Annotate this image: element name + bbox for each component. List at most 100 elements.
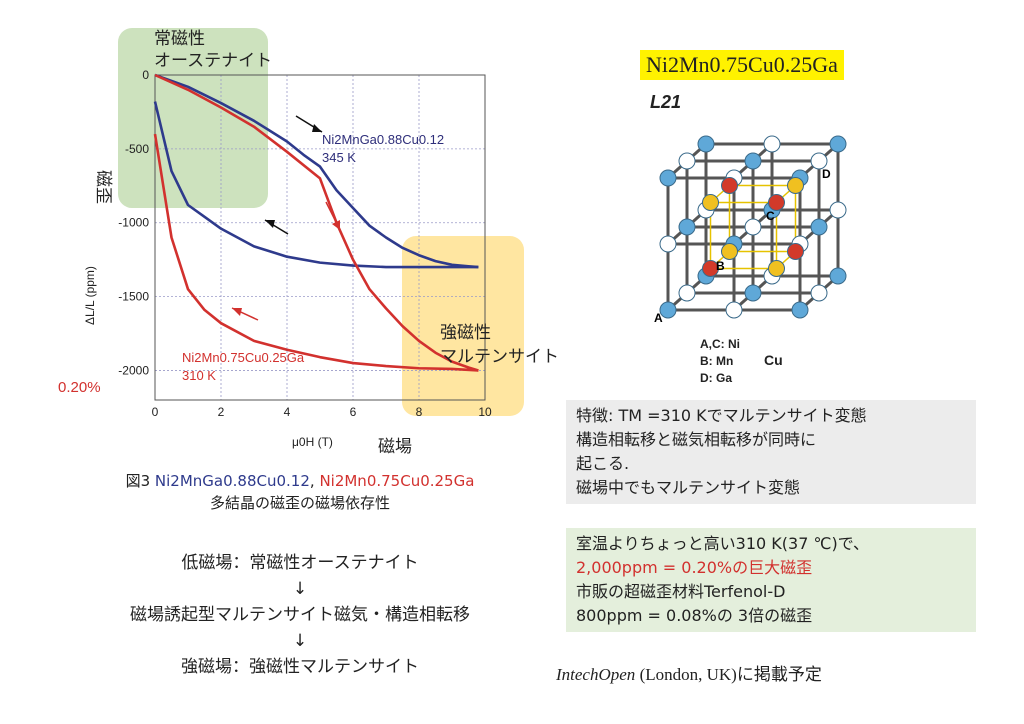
plot-frame bbox=[154, 74, 486, 401]
blue-series-formula: Ni2MnGa0.88Cu0.12 bbox=[322, 132, 444, 147]
y-tick-label: -1500 bbox=[118, 290, 149, 304]
features-line-4: 磁場中でもマルテンサイト変態 bbox=[576, 478, 801, 497]
flow-step-transition: 磁場誘起型マルテンサイト磁気・構造相転移 bbox=[130, 605, 470, 625]
blue-series-temp: 345 K bbox=[322, 150, 356, 165]
ni-atom bbox=[659, 301, 677, 319]
y-tick-label: -500 bbox=[125, 142, 149, 156]
caption-line-2: 多結晶の磁歪の磁場依存性 bbox=[209, 494, 390, 512]
mn-atom bbox=[787, 243, 804, 260]
figure-caption: 図3 Ni2MnGa0.88Cu0.12, Ni2Mn0.75Cu0.25Ga … bbox=[80, 470, 520, 514]
y-jp-label: 磁歪 bbox=[93, 170, 113, 204]
ni-atom bbox=[697, 135, 715, 153]
x-axis-label: μ0H (T) bbox=[292, 435, 333, 449]
ni-atom bbox=[810, 218, 828, 236]
ni-atom-light bbox=[810, 284, 828, 302]
series-line-3 bbox=[153, 133, 479, 372]
magnetostriction-chart: 0 2 4 6 8 10 0 -500 -1000 -1500 -2000 Ni2MnGa0.88C… bbox=[58, 28, 559, 457]
caption-formula-red: Ni2Mn0.75Cu0.25Ga bbox=[319, 472, 475, 490]
flow-arrow-2: ↓ bbox=[292, 631, 308, 651]
x-tick-label: 8 bbox=[416, 405, 423, 419]
x-tick-label: 4 bbox=[284, 405, 291, 419]
highlight-line-1: 室温よりちょっと高い310 K(37 ℃)で、 bbox=[576, 534, 870, 553]
structure-label: L21 bbox=[650, 92, 682, 112]
x-tick-label: 6 bbox=[350, 405, 357, 419]
features-line-3: 起こる. bbox=[576, 454, 630, 473]
ni-atom bbox=[829, 267, 847, 285]
red-series-temp: 310 K bbox=[182, 368, 216, 383]
axes bbox=[154, 74, 486, 401]
ga-atom bbox=[702, 194, 719, 211]
ferromagnetic-region bbox=[402, 236, 524, 416]
caption-formula-blue: Ni2MnGa0.88Cu0.12 bbox=[154, 472, 310, 490]
highlight-line-3: 市販の超磁歪材料Terfenol-D bbox=[576, 582, 786, 601]
publication-name: IntechOpen bbox=[556, 665, 636, 684]
highlight-line-4: 800ppm = 0.08%の 3倍の磁歪 bbox=[576, 606, 813, 625]
direction-arrows bbox=[231, 115, 341, 321]
features-line-1: 特徴: TM =310 Kでマルテンサイト変態 bbox=[576, 406, 867, 425]
x-tick-label: 2 bbox=[218, 405, 225, 419]
tick-labels: 0 2 4 6 8 10 0 -500 -1000 -1500 -2000 bbox=[118, 68, 492, 419]
series-line-2 bbox=[154, 73, 479, 372]
ni-atom-light bbox=[829, 201, 847, 219]
legend-b: B: Mn bbox=[700, 354, 734, 368]
grid bbox=[155, 75, 486, 400]
series bbox=[153, 73, 479, 372]
ni-atom-light bbox=[763, 135, 781, 153]
features-box: 特徴: TM =310 Kでマルテンサイト変態 構造相転移と磁気相転移が同時に … bbox=[566, 400, 976, 504]
mn-atom bbox=[721, 177, 738, 194]
publication-rest: (London, UK)に掲載予定 bbox=[635, 665, 822, 684]
y-axis-label: ΔL/L (ppm) bbox=[83, 266, 97, 325]
y-tick-label: -2000 bbox=[118, 363, 149, 377]
ni-atom bbox=[744, 152, 762, 170]
crystal-structure-diagram: A B C D bbox=[654, 135, 847, 325]
ni-atom-light bbox=[744, 218, 762, 236]
phase-flow: 低磁場：常磁性オーステナイト ↓ 磁場誘起型マルテンサイト磁気・構造相転移 ↓ … bbox=[40, 550, 560, 680]
caption-sep: , bbox=[309, 472, 315, 490]
caption-line-1: 図3 Ni2MnGa0.88Cu0.12, Ni2Mn0.75Cu0.25Ga bbox=[80, 470, 520, 492]
ferromag-label-2: マルテンサイト bbox=[440, 347, 559, 367]
atoms bbox=[659, 135, 847, 319]
x-tick-label: 10 bbox=[478, 405, 492, 419]
x-jp-label: 磁場 bbox=[378, 437, 412, 457]
ni-atom-light bbox=[725, 301, 743, 319]
legend-ac: A,C: Ni bbox=[700, 337, 740, 351]
ga-atom bbox=[787, 177, 804, 194]
ni-atom-light bbox=[659, 235, 677, 253]
ni-atom bbox=[659, 169, 677, 187]
site-c-label: C bbox=[766, 209, 775, 223]
mn-atom bbox=[768, 194, 785, 211]
ni-atom bbox=[744, 284, 762, 302]
flow-step-high-field: 強磁場：強磁性マルテンサイト bbox=[181, 657, 419, 677]
site-d-label: D bbox=[822, 167, 831, 181]
publication-note: IntechOpen (London, UK)に掲載予定 bbox=[556, 660, 822, 685]
ni-atom bbox=[791, 301, 809, 319]
features-line-2: 構造相転移と磁気相転移が同時に bbox=[576, 430, 817, 449]
series-line-1 bbox=[153, 101, 479, 269]
ni-atom bbox=[829, 135, 847, 153]
site-b-label: B bbox=[716, 259, 725, 273]
mn-atom bbox=[702, 260, 719, 277]
crystal-legend: A,C: Ni B: Mn D: Ga bbox=[700, 336, 740, 387]
ni-atom bbox=[678, 218, 696, 236]
ni-atom-light bbox=[810, 152, 828, 170]
figure-number: 図3 bbox=[125, 472, 151, 490]
red-series-formula: Ni2Mn0.75Cu0.25Ga bbox=[182, 350, 305, 365]
ni-atom-light bbox=[678, 152, 696, 170]
series-line-0 bbox=[154, 73, 479, 269]
ferromag-label-1: 強磁性 bbox=[440, 323, 491, 343]
crystal-title: Ni2Mn0.75Cu0.25Ga bbox=[640, 50, 844, 80]
ni-atom-light bbox=[678, 284, 696, 302]
highlight-box: 室温よりちょっと高い310 K(37 ℃)で、 2,000ppm = 0.20%… bbox=[566, 528, 976, 632]
site-a-label: A bbox=[654, 311, 663, 325]
legend-d: D: Ga bbox=[700, 371, 733, 385]
percent-label: 0.20% bbox=[58, 379, 101, 396]
ga-atom bbox=[768, 260, 785, 277]
legend-cu: Cu bbox=[764, 352, 783, 368]
ga-atom bbox=[721, 243, 738, 260]
flow-arrow-1: ↓ bbox=[292, 579, 308, 599]
paramag-label-2: オーステナイト bbox=[154, 51, 272, 71]
y-tick-label: -1000 bbox=[118, 216, 149, 230]
highlight-line-2: 2,000ppm = 0.20%の巨大磁歪 bbox=[576, 558, 813, 577]
paramag-label-1: 常磁性 bbox=[154, 29, 205, 49]
x-tick-label: 0 bbox=[152, 405, 159, 419]
